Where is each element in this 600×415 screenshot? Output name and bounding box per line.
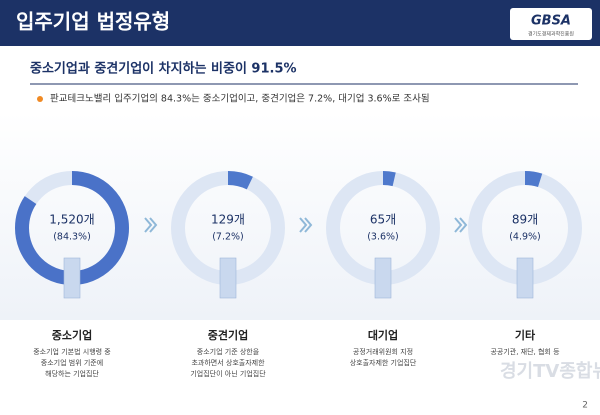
header-title: 입주기업 법정유형 bbox=[16, 10, 170, 34]
description-band bbox=[0, 320, 600, 400]
category-title: 중소기업 bbox=[52, 328, 92, 342]
description: 초과하면서 상호출자제한 bbox=[191, 358, 265, 367]
logo-caption: 경기도경제과학진흥원 bbox=[528, 31, 574, 38]
building-icon bbox=[63, 257, 81, 299]
donut-arc bbox=[171, 171, 285, 285]
description: 공공기관, 재단, 협회 등 bbox=[490, 347, 560, 356]
category-title: 대기업 bbox=[368, 328, 398, 342]
value-label: (84.3%) bbox=[53, 232, 91, 243]
arrows bbox=[144, 217, 468, 233]
count-label: 65개 bbox=[370, 213, 396, 227]
logo-box bbox=[510, 8, 592, 40]
category-title: 기타 bbox=[515, 328, 536, 342]
arrow bbox=[299, 217, 308, 233]
arrow bbox=[454, 217, 463, 233]
bullet-dot bbox=[37, 96, 43, 102]
building-icon bbox=[219, 257, 237, 299]
description: 기업집단이 아닌 기업집단 bbox=[190, 369, 266, 378]
bullet-text: 판교테크노밸리 입주기업의 84.3%는 중소기업이고, 중견기업은 7.2%,… bbox=[50, 93, 430, 105]
description: 중소기업 기본법 시행령 중 bbox=[33, 347, 111, 356]
arrow bbox=[144, 217, 153, 233]
donut-arc bbox=[468, 171, 582, 285]
watermark: 경기TV종합뉴스 bbox=[500, 360, 600, 382]
arrow bbox=[304, 217, 313, 233]
description: 해당하는 기업집단 bbox=[45, 369, 99, 378]
description: 상호출자제한 기업집단 bbox=[350, 358, 417, 367]
value-label: (4.9%) bbox=[509, 232, 541, 243]
count-label: 129개 bbox=[211, 213, 245, 227]
subtitle: 중소기업과 중견기업이 차지하는 비중이 91.5% bbox=[30, 61, 297, 77]
value-label: (7.2%) bbox=[212, 232, 244, 243]
count-label: 89개 bbox=[512, 213, 538, 227]
chart-band bbox=[0, 112, 600, 320]
description: 공정거래위원회 지정 bbox=[353, 347, 413, 356]
description: 중소기업 범위 기준에 bbox=[41, 358, 103, 367]
value-label: (3.6%) bbox=[367, 232, 399, 243]
arrow bbox=[149, 217, 158, 233]
count-label: 1,520개 bbox=[49, 213, 94, 227]
page-number: 2 bbox=[582, 401, 588, 411]
category-title: 중견기업 bbox=[208, 328, 248, 342]
donut-arc bbox=[326, 171, 440, 285]
logo: GBSA bbox=[531, 14, 571, 29]
building-icon bbox=[516, 257, 534, 299]
arrow bbox=[459, 217, 468, 233]
description: 중소기업 기준 상한을 bbox=[197, 347, 260, 356]
building-icon bbox=[374, 257, 392, 299]
header-bar bbox=[0, 0, 600, 46]
